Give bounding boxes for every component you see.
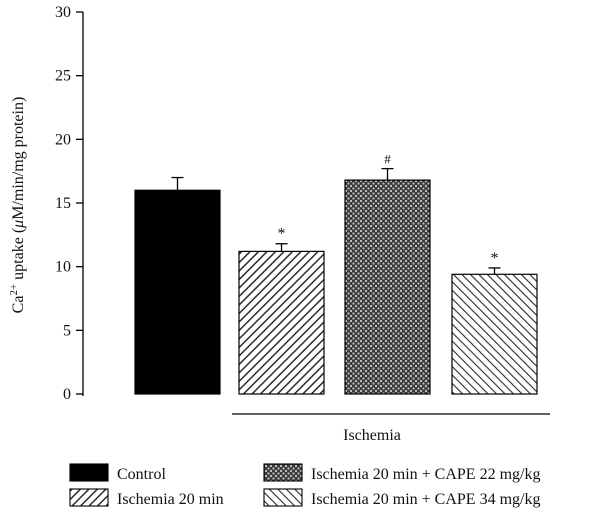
y-tick-label: 0 bbox=[63, 386, 71, 403]
y-axis-label: Ca2+ uptake (μM/min/mg protein) bbox=[8, 97, 27, 314]
y-tick-label: 20 bbox=[55, 131, 71, 148]
legend-label-4: Ischemia 20 min + CAPE 34 mg/kg bbox=[311, 491, 540, 508]
ischemia-group-label: Ischemia bbox=[343, 427, 401, 444]
y-tick-label: 25 bbox=[55, 68, 71, 85]
legend-swatch-2 bbox=[69, 488, 109, 507]
bar-3 bbox=[344, 179, 431, 395]
bars: * # * bbox=[134, 152, 538, 395]
y-tick-label: 30 bbox=[55, 4, 71, 21]
significance-mark-3: # bbox=[384, 152, 391, 167]
y-tick-label: 15 bbox=[55, 195, 71, 212]
legend-swatch-3 bbox=[263, 463, 303, 482]
y-axis-ticks: 0 5 10 15 20 25 30 bbox=[55, 4, 83, 403]
significance-mark-2: * bbox=[278, 226, 286, 243]
y-tick-label: 5 bbox=[63, 322, 71, 339]
legend-label-1: Control bbox=[117, 466, 166, 483]
bar-4 bbox=[451, 273, 538, 395]
legend: Control Ischemia 20 min Ischemia 20 min + … bbox=[69, 463, 540, 508]
legend-label-2: Ischemia 20 min bbox=[117, 491, 224, 508]
y-tick-label: 10 bbox=[55, 259, 71, 276]
bar-1 bbox=[134, 189, 221, 395]
legend-swatch-4 bbox=[263, 488, 303, 507]
bar-2 bbox=[238, 250, 325, 395]
legend-swatch-1 bbox=[69, 463, 109, 482]
significance-mark-4: * bbox=[491, 250, 499, 267]
legend-label-3: Ischemia 20 min + CAPE 22 mg/kg bbox=[311, 466, 540, 483]
